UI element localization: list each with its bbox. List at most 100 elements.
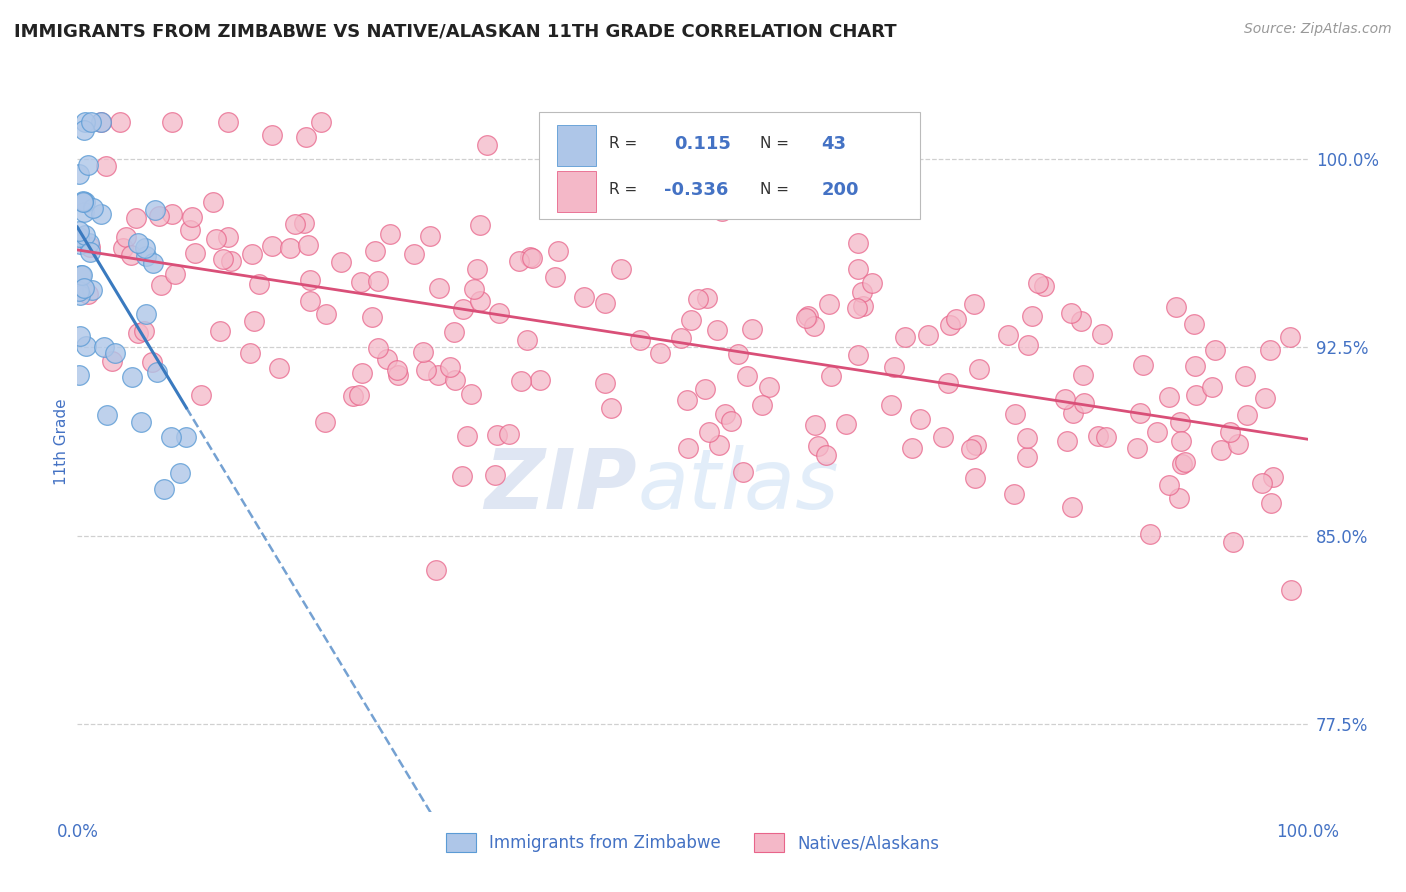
Point [297, 237, 319, 252]
Point [443, 325, 465, 339]
Point [375, 351, 398, 366]
Point [67, 224, 90, 238]
Point [240, 247, 263, 261]
Point [1087, 429, 1109, 443]
Point [846, 235, 869, 250]
Text: -0.336: -0.336 [664, 181, 728, 199]
Point [650, 346, 672, 360]
Point [917, 327, 939, 342]
Point [1015, 450, 1038, 465]
Point [451, 469, 474, 483]
Point [112, 241, 135, 255]
Point [731, 465, 754, 479]
Point [1056, 434, 1078, 449]
Point [967, 362, 990, 376]
Point [851, 285, 873, 299]
Point [758, 380, 780, 394]
Point [1004, 407, 1026, 421]
Point [508, 254, 530, 268]
Point [1167, 491, 1189, 506]
Point [456, 429, 478, 443]
Point [387, 368, 409, 382]
Point [67, 284, 90, 298]
Point [1139, 526, 1161, 541]
Point [1062, 500, 1084, 514]
Point [1170, 434, 1192, 448]
FancyBboxPatch shape [557, 170, 596, 212]
Text: N =: N = [761, 136, 789, 152]
Point [593, 376, 616, 391]
Point [298, 273, 321, 287]
Point [93, 340, 115, 354]
Point [427, 368, 450, 383]
Text: 43: 43 [821, 135, 846, 153]
Point [96, 408, 118, 422]
Point [860, 276, 883, 290]
Point [67, 368, 90, 382]
Point [711, 204, 734, 219]
Point [67, 229, 90, 244]
Point [145, 365, 167, 379]
Point [350, 366, 373, 380]
Point [202, 194, 225, 209]
Point [419, 229, 441, 244]
Point [284, 217, 307, 231]
Point [314, 415, 336, 429]
Point [349, 275, 371, 289]
Point [679, 312, 702, 326]
Point [693, 383, 716, 397]
Point [73, 205, 96, 219]
Point [963, 296, 986, 310]
Point [1094, 430, 1116, 444]
Point [997, 327, 1019, 342]
Point [101, 354, 124, 368]
Point [965, 471, 987, 485]
Point [77, 158, 100, 172]
Point [1222, 535, 1244, 549]
Point [519, 251, 541, 265]
Point [803, 318, 825, 333]
Point [468, 294, 491, 309]
Point [108, 114, 131, 128]
Point [387, 363, 409, 377]
FancyBboxPatch shape [538, 112, 920, 219]
Point [846, 348, 869, 362]
Point [883, 360, 905, 375]
Point [544, 270, 567, 285]
Point [243, 313, 266, 327]
Point [1219, 425, 1241, 439]
Point [727, 347, 749, 361]
Point [127, 235, 149, 250]
Point [190, 388, 212, 402]
Text: atlas: atlas [637, 445, 839, 526]
Point [247, 277, 270, 291]
Point [412, 345, 434, 359]
Point [143, 202, 166, 217]
Point [90, 207, 112, 221]
Point [73, 194, 96, 209]
Point [73, 123, 96, 137]
Point [443, 373, 465, 387]
Point [262, 128, 284, 142]
Point [1250, 476, 1272, 491]
Point [894, 330, 917, 344]
Point [1021, 309, 1043, 323]
Point [212, 252, 235, 267]
Point [160, 430, 183, 444]
Text: Source: ZipAtlas.com: Source: ZipAtlas.com [1244, 22, 1392, 37]
Point [1053, 392, 1076, 406]
FancyBboxPatch shape [557, 125, 596, 166]
Point [205, 232, 228, 246]
Point [960, 442, 983, 456]
Point [1260, 496, 1282, 510]
Point [79, 240, 101, 254]
Point [678, 441, 700, 455]
Point [82, 283, 104, 297]
Point [574, 289, 596, 303]
Point [1182, 317, 1205, 331]
Point [1233, 368, 1256, 383]
Point [1174, 455, 1197, 469]
Point [104, 346, 127, 360]
Point [367, 341, 389, 355]
Point [425, 563, 447, 577]
